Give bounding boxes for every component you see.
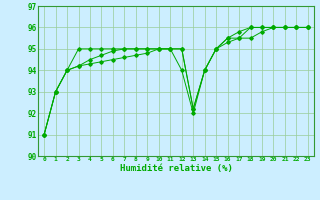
X-axis label: Humidité relative (%): Humidité relative (%) (120, 164, 232, 173)
